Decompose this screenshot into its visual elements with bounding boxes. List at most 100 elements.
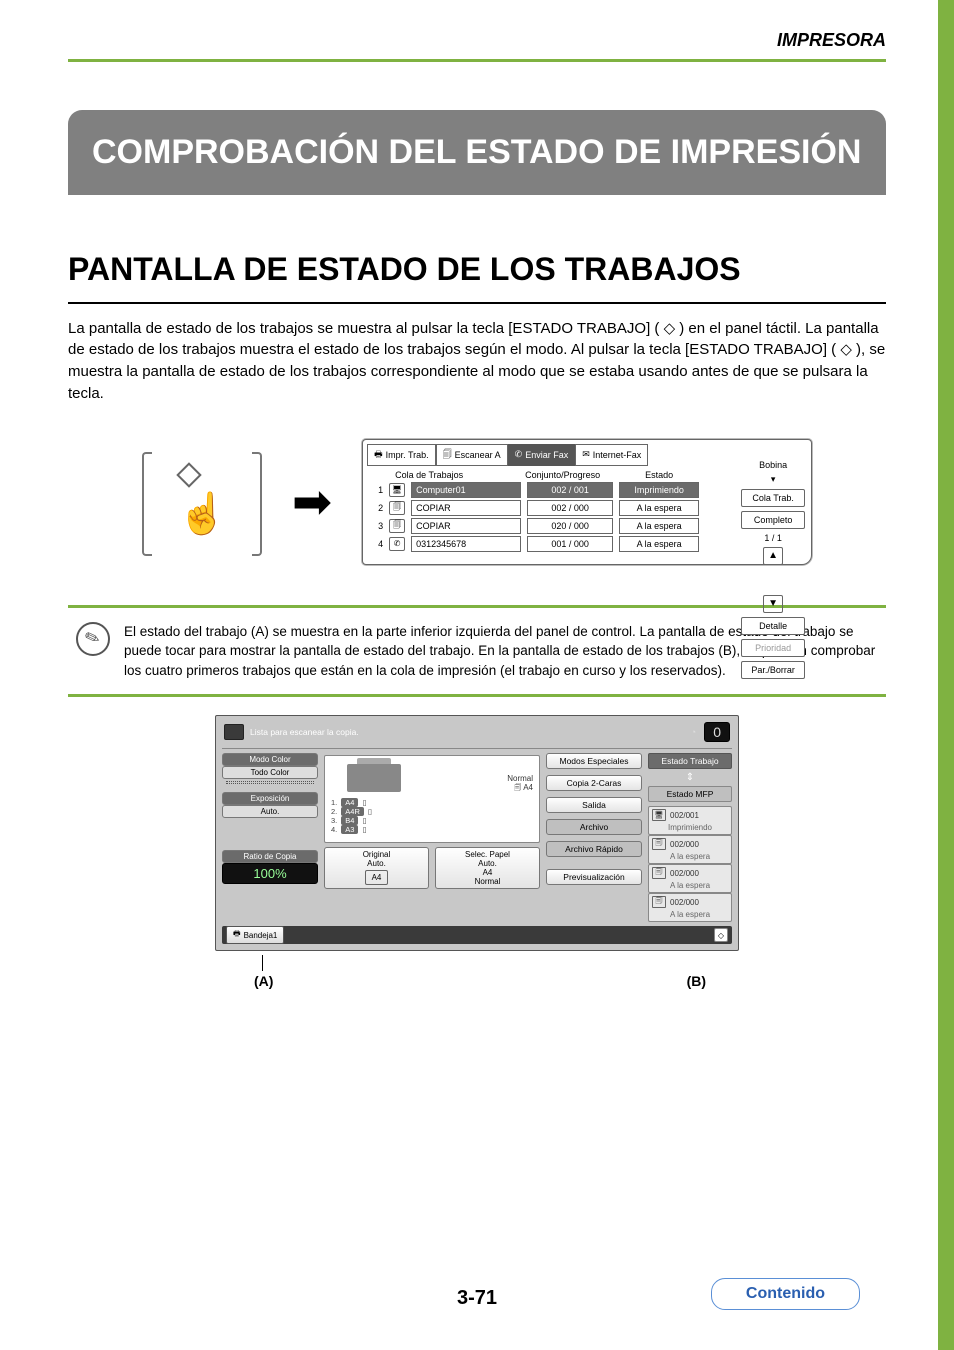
job-progress: 002/000 (670, 869, 699, 878)
tray-row: 3.B4▯ (331, 816, 372, 825)
tab-print[interactable]: 🖶Impr. Trab. (367, 444, 436, 466)
exposicion-button[interactable]: Exposición (222, 792, 318, 805)
todo-color-label: Todo Color (222, 766, 318, 779)
tab-scan[interactable]: 🗐Escanear A (436, 444, 508, 466)
original-button[interactable]: Original Auto. A4 (324, 847, 429, 889)
status-job-card[interactable]: 🗐002/000 A la espera (648, 864, 732, 893)
tab-ifax-label: Internet-Fax (593, 450, 642, 460)
selpapel-normal: Normal (438, 877, 537, 886)
ratio-value: 100% (222, 863, 318, 884)
row-progress: 001 / 000 (527, 536, 613, 552)
job-state: Imprimiendo (652, 823, 728, 832)
row-progress: 002 / 000 (527, 500, 613, 516)
status-job-card[interactable]: 🗐002/000 A la espera (648, 893, 732, 922)
prioridad-button[interactable]: Prioridad (741, 639, 805, 657)
job-type-icon: 🗐 (652, 867, 666, 879)
original-label: Original (327, 850, 426, 859)
ready-text: Lista para escanear la copia. (250, 727, 359, 737)
printer-icon: 🖶 (374, 447, 383, 463)
estado-mfp-tab[interactable]: Estado MFP (648, 786, 732, 802)
par-borrar-button[interactable]: Par./Borrar (741, 661, 805, 679)
tray-row: 1.A4▯ (331, 798, 372, 807)
detalle-button[interactable]: Detalle (741, 617, 805, 635)
status-job-card[interactable]: 🖥002/001 Imprimiendo (648, 806, 732, 835)
tray-row: 4.A3▯ (331, 825, 372, 834)
job-progress: 002/000 (670, 840, 699, 849)
previsualizacion-button[interactable]: Previsualización (546, 869, 642, 885)
copia-2caras-button[interactable]: Copia 2-Caras (546, 775, 642, 791)
job-progress: 002/000 (670, 898, 699, 907)
row-index: 2 (373, 503, 383, 513)
fax-icon: ✆ (515, 449, 523, 460)
selpapel-label: Selec. Papel (438, 850, 537, 859)
ifax-icon: ✉ (582, 449, 590, 460)
paper-label: Normal 🗐 A4 (507, 774, 533, 795)
queue-sidebar: Bobina ▾ Cola Trab. Completo 1 / 1 ▲ ▼ D… (741, 460, 805, 679)
color-gradient (226, 781, 314, 784)
selpapel-auto: Auto. (438, 859, 537, 868)
salida-button[interactable]: Salida (546, 797, 642, 813)
modo-color-button[interactable]: Modo Color (222, 753, 318, 766)
tab-scan-label: Escanear A (455, 450, 501, 460)
row-state: Imprimiendo (619, 482, 699, 498)
col-progress: Conjunto/Progreso (525, 470, 635, 480)
modos-especiales-button[interactable]: Modos Especiales (546, 753, 642, 769)
row-type-icon: 🗐 (389, 519, 405, 533)
arrow-icon: ➡ (292, 474, 332, 530)
side-bobina: Bobina (741, 460, 805, 470)
row-state: A la espera (619, 536, 699, 552)
label-a: (A) (254, 973, 273, 989)
selpapel-a4: A4 (438, 868, 537, 877)
col-state: Estado (645, 470, 715, 480)
section-title: PANTALLA DE ESTADO DE LOS TRABAJOS (68, 251, 886, 288)
tray-icon: 🖶 (233, 928, 241, 942)
row-index: 3 (373, 521, 383, 531)
row-index: 4 (373, 539, 383, 549)
cola-trab-button[interactable]: Cola Trab. (741, 489, 805, 507)
job-type-icon: 🗐 (652, 838, 666, 850)
original-a4: A4 (365, 870, 389, 885)
job-state: A la espera (652, 852, 728, 861)
copier-icon (347, 764, 401, 792)
status-job-card[interactable]: 🗐 002/000 A la espera (648, 835, 732, 864)
row-state: A la espera (619, 518, 699, 534)
bandeja-button[interactable]: 🖶Bandeja1 (226, 926, 284, 944)
row-index: 1 (373, 485, 383, 495)
tray-row: 2.A4R▯ (331, 807, 372, 816)
copy-panel: Lista para escanear la copia. ◔ 0 Modo C… (215, 715, 739, 951)
completo-button[interactable]: Completo (741, 511, 805, 529)
archivo-button[interactable]: Archivo (546, 819, 642, 835)
bandeja-label: Bandeja1 (244, 931, 278, 940)
note-icon: ✎ (76, 622, 110, 656)
page-banner: COMPROBACIÓN DEL ESTADO DE IMPRESIÓN (68, 110, 886, 195)
scan-icon: 🗐 (443, 447, 452, 463)
job-status-key-icon[interactable]: ◇ (714, 928, 728, 942)
select-paper-button[interactable]: Selec. Papel Auto. A4 Normal (435, 847, 540, 889)
archivo-rapido-button[interactable]: Archivo Rápido (546, 841, 642, 857)
row-type-icon: 🗐 (389, 501, 405, 515)
header-rule (68, 59, 886, 62)
job-state: A la espera (652, 910, 728, 919)
job-progress: 002/001 (670, 811, 699, 820)
copy-count: 0 (704, 722, 730, 742)
contenido-link[interactable]: Contenido (711, 1278, 860, 1310)
intro-paragraph: La pantalla de estado de los trabajos se… (68, 318, 886, 405)
exposicion-auto: Auto. (222, 805, 318, 818)
tab-fax[interactable]: ✆Enviar Fax (508, 444, 576, 466)
tab-ifax[interactable]: ✉Internet-Fax (575, 444, 648, 466)
row-name: COPIAR (411, 500, 521, 516)
scroll-down-button[interactable]: ▼ (763, 595, 783, 613)
label-b: (B) (687, 973, 706, 989)
row-state: A la espera (619, 500, 699, 516)
copier-deck: Normal 🗐 A4 1.A4▯2.A4R▯3.B4▯4.A3▯ (324, 755, 540, 843)
clock-icon: ◔ (691, 727, 696, 737)
row-name: COPIAR (411, 518, 521, 534)
triangle-down-icon: ▾ (741, 474, 805, 485)
row-type-icon: ✆ (389, 537, 405, 551)
ratio-label[interactable]: Ratio de Copia (222, 850, 318, 863)
page-fraction: 1 / 1 (741, 533, 805, 543)
section-header: IMPRESORA (68, 30, 886, 51)
scroll-up-button[interactable]: ▲ (763, 547, 783, 565)
swap-icon: ⇕ (648, 772, 732, 783)
estado-trabajo-tab[interactable]: Estado Trabajo (648, 753, 732, 769)
